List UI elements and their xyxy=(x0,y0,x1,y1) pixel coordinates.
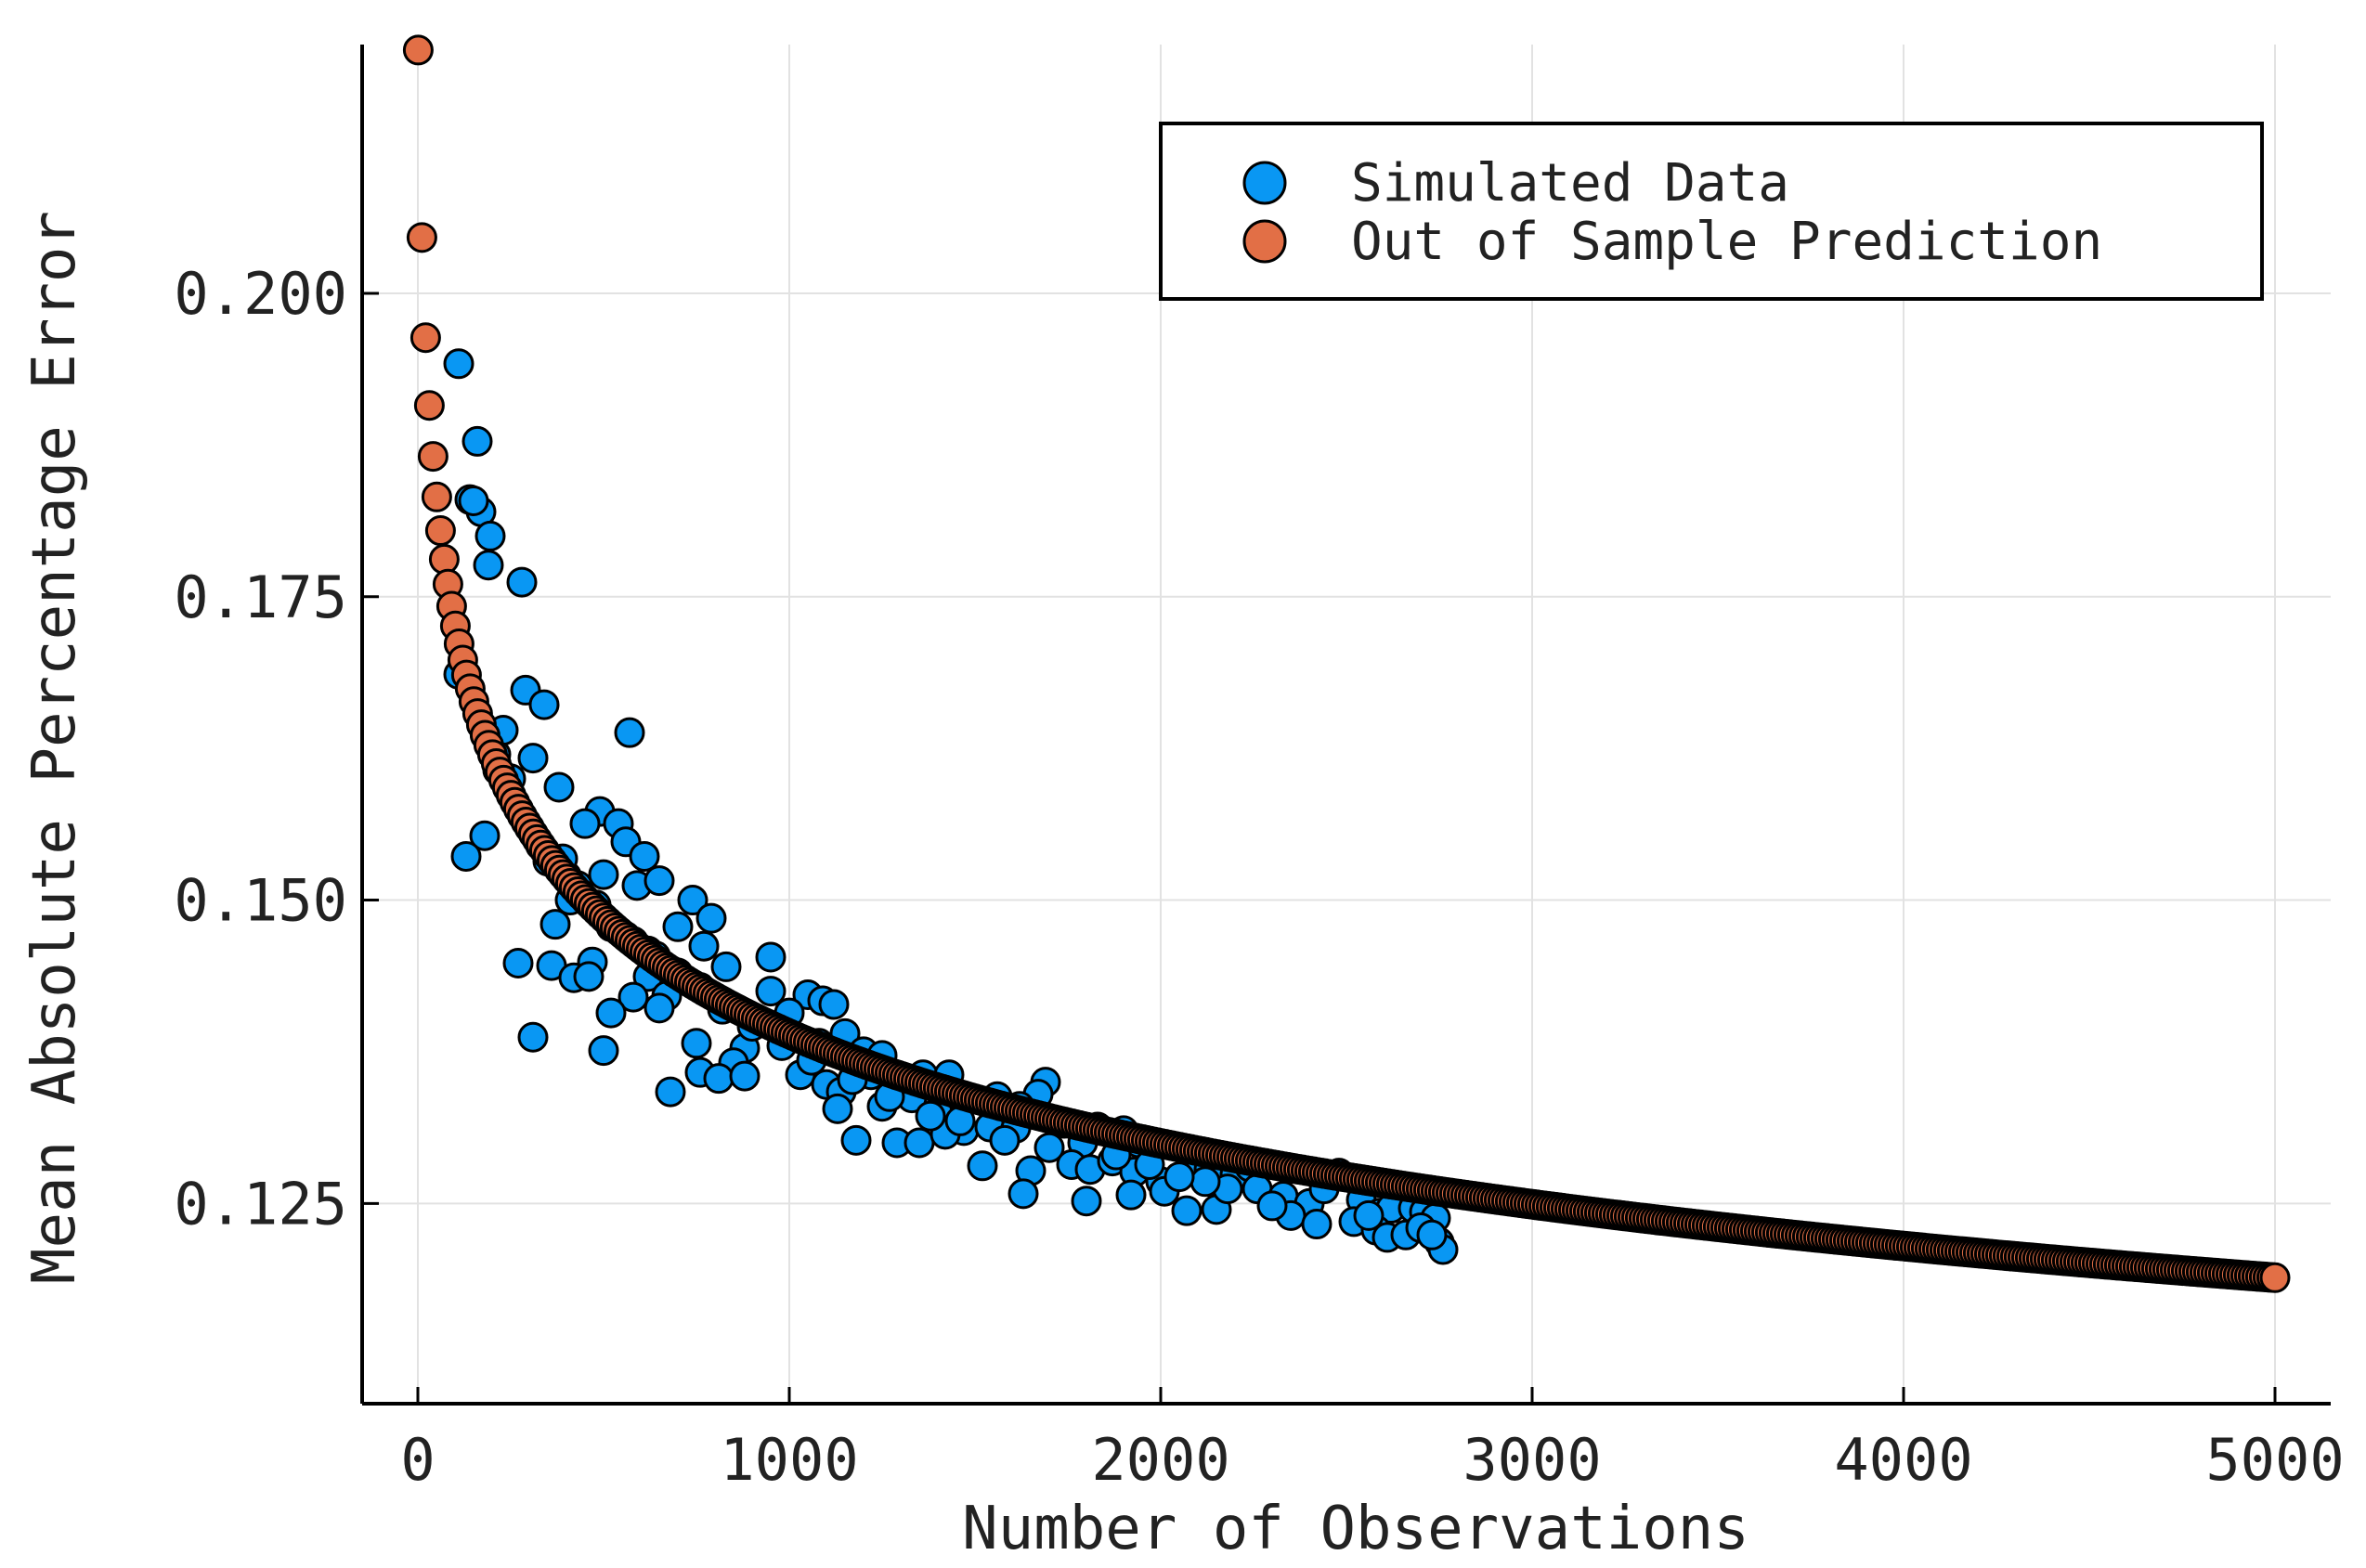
simulated-data-point xyxy=(688,930,720,962)
simulated-data-point xyxy=(595,997,627,1029)
legend-label-out-of-sample-prediction: Out of Sample Prediction xyxy=(1351,212,2102,272)
simulated-data-point xyxy=(474,520,506,551)
simulated-data-point xyxy=(540,909,571,940)
prediction-point xyxy=(428,543,460,575)
simulated-data-point xyxy=(450,840,482,872)
x-tick-label: 5000 xyxy=(2205,1426,2344,1494)
tick-labels: 0 1000 2000 3000 4000 5000 0.125 0.150 0.175 0.20… xyxy=(174,260,2344,1494)
legend-label-simulated-data: Simulated Data xyxy=(1351,153,1789,214)
y-tick-label: 0.200 xyxy=(174,260,347,328)
simulated-data-point xyxy=(1164,1161,1195,1193)
simulated-data-point xyxy=(473,550,504,581)
simulated-data-point xyxy=(818,989,850,1020)
x-tick-label: 4000 xyxy=(1834,1426,1972,1494)
simulated-data-point xyxy=(469,820,500,851)
prediction-point xyxy=(402,34,434,66)
simulated-data-point xyxy=(517,1021,549,1053)
simulated-data-point xyxy=(1190,1166,1221,1198)
legend-marker-simulated-data xyxy=(1242,161,1287,205)
legend: Simulated Data Out of Sample Prediction xyxy=(1159,122,2264,301)
simulated-data-point xyxy=(629,840,660,872)
simulated-data-point xyxy=(462,425,493,457)
prediction-point xyxy=(417,441,448,473)
simulated-data-point xyxy=(755,976,786,1007)
simulated-data-point xyxy=(443,348,474,380)
simulated-data-point xyxy=(1008,1178,1039,1210)
y-tick-label: 0.175 xyxy=(174,564,347,631)
simulated-data-point xyxy=(915,1100,946,1132)
simulated-data-point xyxy=(904,1127,935,1159)
simulated-data-point xyxy=(502,948,534,979)
simulated-data-point xyxy=(1171,1195,1202,1226)
simulated-data-point xyxy=(569,808,601,839)
simulated-data-point xyxy=(710,951,742,982)
series-out-of-sample-prediction xyxy=(402,34,2291,1293)
simulated-data-point xyxy=(696,902,727,934)
simulated-data-point xyxy=(1256,1190,1288,1222)
simulated-data-point xyxy=(662,911,694,942)
prediction-point xyxy=(424,515,456,547)
x-tick-label: 0 xyxy=(400,1426,435,1494)
prediction-point xyxy=(406,222,437,253)
simulated-data-point xyxy=(1115,1179,1147,1211)
simulated-data-point xyxy=(517,743,549,774)
simulated-data-point xyxy=(618,981,649,1013)
simulated-data-point xyxy=(588,859,619,890)
y-axis-title: Mean Absolute Percentage Error xyxy=(20,211,89,1284)
y-tick-label: 0.150 xyxy=(174,867,347,935)
simulated-data-point xyxy=(822,1093,853,1124)
simulated-data-point xyxy=(755,941,786,973)
simulated-data-point xyxy=(729,1060,760,1092)
simulated-data-point xyxy=(614,717,645,748)
simulated-data-point xyxy=(840,1124,872,1156)
legend-marker-out-of-sample-prediction xyxy=(1242,219,1287,264)
legend-box xyxy=(1159,122,2264,301)
simulated-data-point xyxy=(644,992,675,1024)
x-tick-label: 3000 xyxy=(1462,1426,1601,1494)
simulated-data-point xyxy=(703,1063,734,1095)
simulated-data-point xyxy=(1034,1132,1065,1163)
simulated-data-point xyxy=(543,771,575,803)
simulated-data-point xyxy=(573,961,604,992)
prediction-point xyxy=(2259,1262,2291,1293)
x-axis-title: Number of Observations xyxy=(962,1495,1749,1563)
axes xyxy=(360,45,2331,1406)
simulated-data-point xyxy=(681,1028,712,1059)
simulated-data-point xyxy=(458,485,489,516)
simulated-data-point xyxy=(1416,1219,1448,1251)
x-tick-label: 2000 xyxy=(1091,1426,1229,1494)
y-tick-label: 0.125 xyxy=(174,1170,347,1238)
simulated-data-point xyxy=(588,1035,619,1067)
prediction-point xyxy=(421,481,452,512)
simulated-data-point xyxy=(989,1124,1020,1156)
series-simulated-data xyxy=(443,348,1459,1265)
simulated-data-point xyxy=(1071,1186,1102,1217)
simulated-data-point xyxy=(1301,1209,1332,1240)
simulated-data-point xyxy=(655,1076,686,1108)
x-tick-label: 1000 xyxy=(720,1426,858,1494)
prediction-point xyxy=(413,390,445,421)
simulated-data-point xyxy=(1353,1199,1384,1231)
simulated-data-point xyxy=(506,566,538,598)
simulated-data-point xyxy=(644,865,675,897)
simulated-data-point xyxy=(528,689,560,720)
simulated-data-point xyxy=(677,885,708,916)
simulated-data-point xyxy=(967,1150,998,1182)
prediction-point xyxy=(410,322,441,354)
